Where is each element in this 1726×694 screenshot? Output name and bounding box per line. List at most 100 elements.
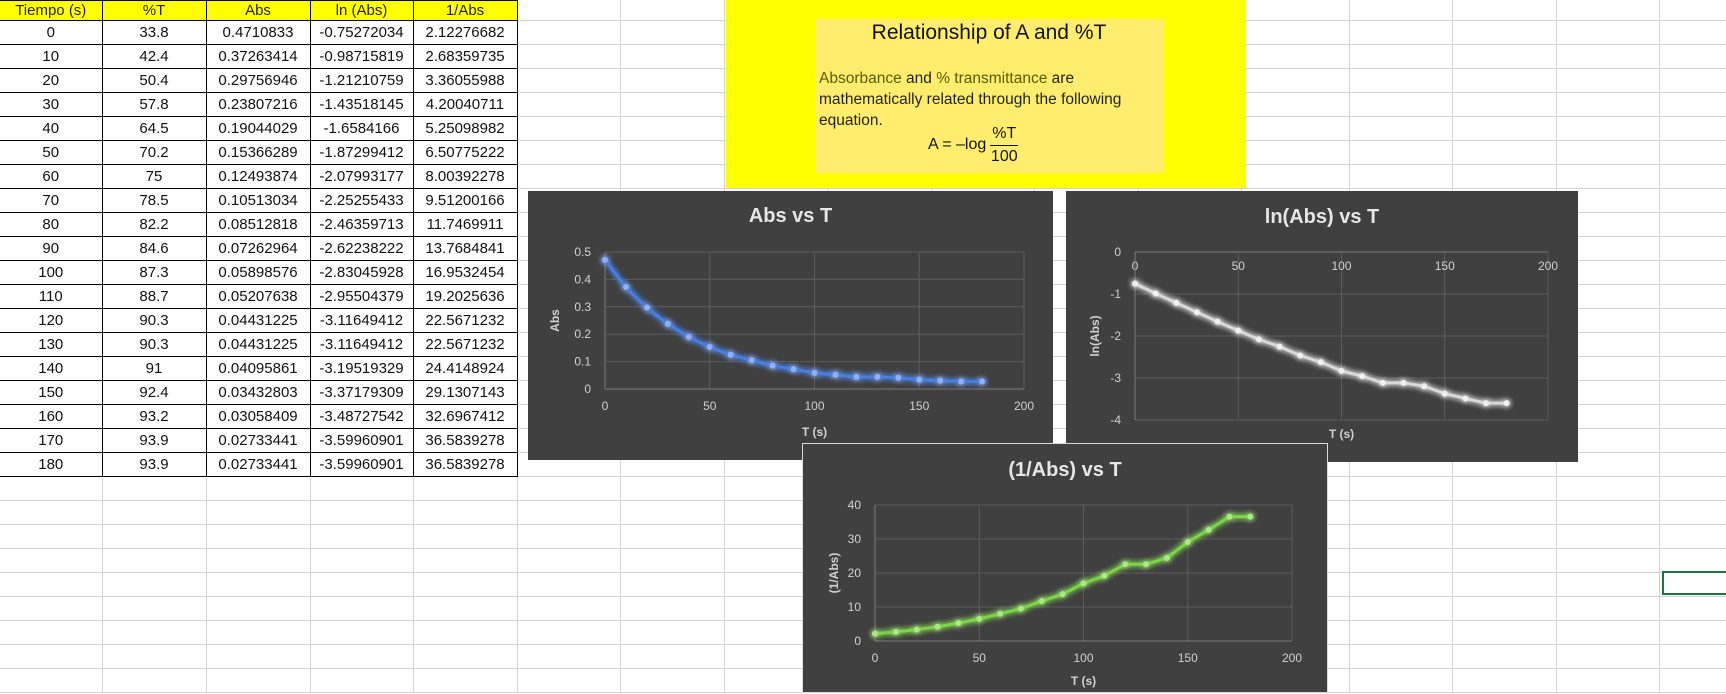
table-cell[interactable]: -3.11649412: [309, 308, 414, 333]
table-cell[interactable]: 70.2: [101, 140, 207, 165]
table-cell[interactable]: 90: [0, 236, 103, 261]
table-cell[interactable]: 0.12493874: [205, 164, 311, 189]
table-cell[interactable]: -2.62238222: [309, 236, 414, 261]
table-cell[interactable]: -3.19519329: [309, 356, 414, 381]
table-cell[interactable]: 0.05207638: [205, 284, 311, 309]
table-cell[interactable]: 9.51200166: [412, 188, 518, 213]
table-cell[interactable]: 0.15366289: [205, 140, 311, 165]
header-percent-t[interactable]: %T: [101, 0, 207, 21]
table-cell[interactable]: 30: [0, 92, 103, 117]
table-cell[interactable]: 0.4710833: [205, 20, 311, 45]
table-cell[interactable]: 20: [0, 68, 103, 93]
table-cell[interactable]: -1.6584166: [309, 116, 414, 141]
table-cell[interactable]: 75: [101, 164, 207, 189]
table-cell[interactable]: -2.46359713: [309, 212, 414, 237]
table-cell[interactable]: 93.9: [101, 452, 207, 477]
table-cell[interactable]: 3.36055988: [412, 68, 518, 93]
table-cell[interactable]: 0.05898576: [205, 260, 311, 285]
table-cell[interactable]: -3.11649412: [309, 332, 414, 357]
table-cell[interactable]: -1.43518145: [309, 92, 414, 117]
table-cell[interactable]: -1.21210759: [309, 68, 414, 93]
table-cell[interactable]: -0.75272034: [309, 20, 414, 45]
table-cell[interactable]: 13.7684841: [412, 236, 518, 261]
table-cell[interactable]: 0.04431225: [205, 332, 311, 357]
table-cell[interactable]: 0.29756946: [205, 68, 311, 93]
table-cell[interactable]: 42.4: [101, 44, 207, 69]
table-cell[interactable]: -2.07993177: [309, 164, 414, 189]
table-cell[interactable]: 110: [0, 284, 103, 309]
table-cell[interactable]: 0: [0, 20, 103, 45]
table-cell[interactable]: -2.95504379: [309, 284, 414, 309]
table-cell[interactable]: 0.04431225: [205, 308, 311, 333]
table-cell[interactable]: 0.02733441: [205, 428, 311, 453]
table-cell[interactable]: -2.25255433: [309, 188, 414, 213]
table-cell[interactable]: 130: [0, 332, 103, 357]
table-cell[interactable]: 11.7469911: [412, 212, 518, 237]
table-cell[interactable]: 170: [0, 428, 103, 453]
chart-inv-abs-vs-t[interactable]: 0 50 100 150 200 0 10 20 30 40 T (s) (1/Abs) (1/Abs…: [802, 443, 1328, 693]
table-cell[interactable]: 0.19044029: [205, 116, 311, 141]
table-cell[interactable]: 0.04095861: [205, 356, 311, 381]
table-cell[interactable]: 8.00392278: [412, 164, 518, 189]
table-cell[interactable]: 40: [0, 116, 103, 141]
table-cell[interactable]: 57.8: [101, 92, 207, 117]
table-cell[interactable]: 6.50775222: [412, 140, 518, 165]
table-cell[interactable]: 87.3: [101, 260, 207, 285]
table-cell[interactable]: 91: [101, 356, 207, 381]
table-cell[interactable]: 90.3: [101, 308, 207, 333]
table-cell[interactable]: 0.08512818: [205, 212, 311, 237]
table-cell[interactable]: -2.83045928: [309, 260, 414, 285]
table-cell[interactable]: 0.03432803: [205, 380, 311, 405]
table-cell[interactable]: 84.6: [101, 236, 207, 261]
table-cell[interactable]: 160: [0, 404, 103, 429]
table-cell[interactable]: 120: [0, 308, 103, 333]
table-cell[interactable]: 100: [0, 260, 103, 285]
table-cell[interactable]: 140: [0, 356, 103, 381]
table-cell[interactable]: 10: [0, 44, 103, 69]
table-cell[interactable]: -3.37179309: [309, 380, 414, 405]
table-cell[interactable]: 50.4: [101, 68, 207, 93]
table-cell[interactable]: 2.12276682: [412, 20, 518, 45]
table-cell[interactable]: 29.1307143: [412, 380, 518, 405]
table-cell[interactable]: 150: [0, 380, 103, 405]
table-cell[interactable]: 70: [0, 188, 103, 213]
table-cell[interactable]: 93.9: [101, 428, 207, 453]
active-cell-selection[interactable]: [1662, 571, 1726, 595]
table-cell[interactable]: 88.7: [101, 284, 207, 309]
header-ln-abs[interactable]: ln (Abs): [309, 0, 414, 21]
table-cell[interactable]: 22.5671232: [412, 332, 518, 357]
table-cell[interactable]: 36.5839278: [412, 452, 518, 477]
info-text-box[interactable]: Relationship of A and %T Absorbance and …: [815, 19, 1163, 173]
table-cell[interactable]: 2.68359735: [412, 44, 518, 69]
table-cell[interactable]: 92.4: [101, 380, 207, 405]
table-cell[interactable]: 0.23807216: [205, 92, 311, 117]
table-cell[interactable]: 22.5671232: [412, 308, 518, 333]
header-inv-abs[interactable]: 1/Abs: [412, 0, 518, 21]
table-cell[interactable]: 0.03058409: [205, 404, 311, 429]
table-cell[interactable]: 24.4148924: [412, 356, 518, 381]
table-cell[interactable]: 5.25098982: [412, 116, 518, 141]
table-cell[interactable]: 90.3: [101, 332, 207, 357]
table-cell[interactable]: 0.07262964: [205, 236, 311, 261]
table-cell[interactable]: 93.2: [101, 404, 207, 429]
table-cell[interactable]: 82.2: [101, 212, 207, 237]
table-cell[interactable]: 33.8: [101, 20, 207, 45]
table-cell[interactable]: 0.37263414: [205, 44, 311, 69]
table-cell[interactable]: 80: [0, 212, 103, 237]
table-cell[interactable]: 19.2025636: [412, 284, 518, 309]
table-cell[interactable]: 60: [0, 164, 103, 189]
table-cell[interactable]: 16.9532454: [412, 260, 518, 285]
table-cell[interactable]: 64.5: [101, 116, 207, 141]
table-cell[interactable]: -3.48727542: [309, 404, 414, 429]
info-panel[interactable]: Relationship of A and %T Absorbance and …: [726, 0, 1246, 188]
table-cell[interactable]: 180: [0, 452, 103, 477]
table-cell[interactable]: 0.02733441: [205, 452, 311, 477]
table-cell[interactable]: -3.59960901: [309, 428, 414, 453]
table-cell[interactable]: 50: [0, 140, 103, 165]
header-abs[interactable]: Abs: [205, 0, 311, 21]
table-cell[interactable]: -1.87299412: [309, 140, 414, 165]
header-tiempo[interactable]: Tiempo (s): [0, 0, 103, 21]
chart-abs-vs-t[interactable]: 0 50 100 150 200 0 0.1 0.2 0.3 0.4 0.5 T (s) Abs Abs…: [528, 191, 1053, 460]
table-cell[interactable]: 0.10513034: [205, 188, 311, 213]
